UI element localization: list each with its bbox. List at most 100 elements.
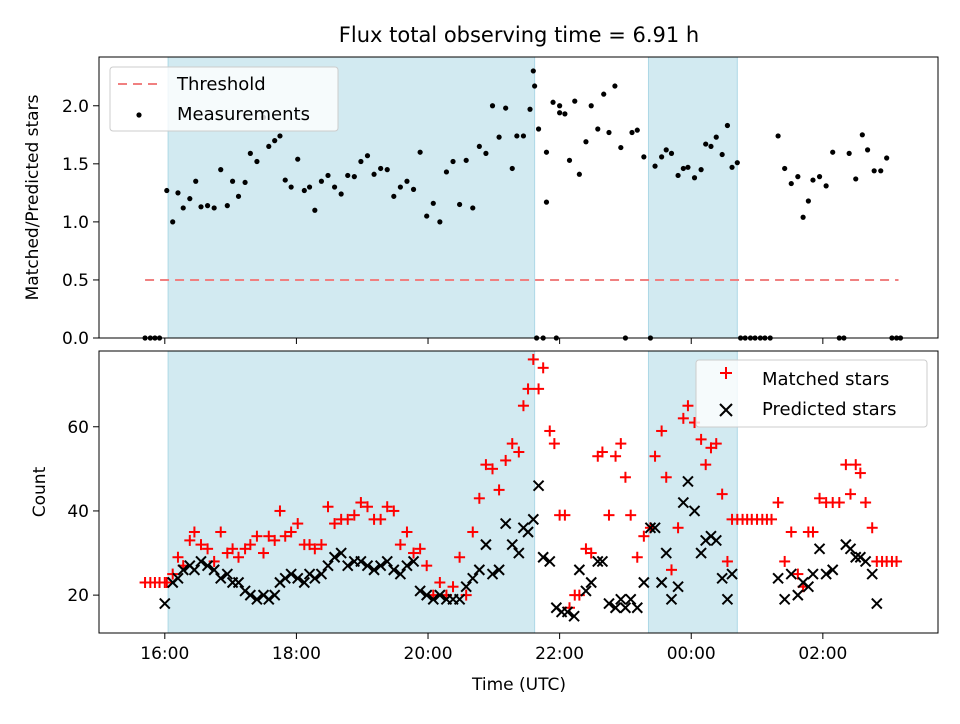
measurement-point: [496, 134, 502, 140]
measurement-point: [175, 190, 181, 196]
predicted-star-point: [568, 610, 580, 622]
matched-star-point: [854, 467, 866, 479]
predicted-legend-marker: [719, 403, 733, 417]
predicted-star-point: [368, 564, 380, 576]
predicted-star-point: [374, 559, 387, 572]
matched-star-point: [244, 539, 256, 551]
y-tick-label: 60: [67, 418, 89, 438]
measurement-point: [358, 158, 364, 165]
measurement-point: [410, 186, 417, 192]
measurement-point: [606, 129, 612, 136]
matched-star-point: [467, 526, 479, 538]
matched-star-point: [258, 547, 270, 559]
x-tick-label: 18:00: [272, 644, 321, 664]
predicted-star-point: [407, 555, 420, 568]
predicted-star-point: [677, 496, 690, 509]
measurement-point: [247, 150, 253, 156]
matched-star-point: [329, 518, 341, 530]
predicted-star-point: [527, 513, 540, 526]
matched-star-point: [184, 534, 196, 546]
measurement-point: [391, 193, 397, 199]
measurement-point: [641, 154, 647, 160]
predicted-star-point: [871, 597, 883, 610]
predicted-star-point: [414, 585, 426, 597]
measurement-point: [437, 219, 443, 225]
predicted-star-point: [866, 568, 878, 580]
measurement-point: [306, 184, 313, 190]
predicted-star-point: [251, 593, 263, 606]
measurement-point: [430, 200, 436, 206]
count-panel: 20 40 60 16:00 18:00 20:00 22:00 00:00 02:00 Co…: [30, 350, 939, 695]
measurement-point: [734, 160, 740, 166]
y-tick-label: 1.5: [62, 155, 89, 175]
measurement-point: [663, 147, 669, 153]
matched-star-point: [285, 526, 297, 538]
measurement-point: [810, 177, 816, 183]
matched-legend-label: Matched stars: [762, 369, 889, 390]
predicted-star-point: [493, 564, 505, 576]
matched-star-point: [527, 353, 539, 365]
predicted-star-point: [342, 559, 354, 572]
measurement-point: [708, 143, 714, 150]
matched-star-point: [401, 526, 413, 538]
predicted-star-point: [453, 593, 466, 606]
measurement-point: [164, 187, 170, 194]
predicted-star-point: [813, 543, 826, 555]
measurement-point: [483, 150, 489, 156]
predicted-star-point: [285, 568, 297, 580]
ratio-x-axis: [164, 338, 824, 344]
predicted-star-point: [328, 551, 341, 563]
measurement-point: [816, 173, 823, 180]
count-panel-frame: [98, 350, 939, 634]
matched-star-point: [348, 509, 360, 521]
measurement-point: [884, 155, 890, 161]
measurement-point: [698, 167, 704, 173]
measurement-point: [509, 165, 515, 172]
matched-star-point: [533, 383, 545, 395]
predicted-star-point: [355, 555, 367, 568]
matched-star-point: [487, 463, 499, 475]
matched-star-point: [263, 530, 275, 542]
predicted-star-point: [309, 572, 321, 584]
y-tick-label: 2.0: [62, 97, 89, 117]
measurement-point: [557, 103, 563, 109]
measurement-point: [364, 153, 371, 159]
predicted-star-point: [427, 593, 439, 606]
predicted-star-point: [802, 580, 815, 593]
predicted-star-point: [532, 479, 545, 492]
y-tick-label: 20: [67, 586, 89, 606]
matched-star-point: [665, 564, 677, 576]
measurement-point: [277, 133, 283, 139]
matched-star-point: [710, 438, 722, 450]
measurement-point: [198, 204, 204, 210]
matched-star-point: [480, 459, 492, 471]
matched-star-point: [814, 492, 826, 504]
measurement-point: [514, 133, 520, 139]
matched-star-point: [315, 539, 327, 551]
matched-star-point: [161, 576, 173, 588]
matched-star-point: [656, 425, 668, 437]
y-tick-label: 0.0: [62, 329, 89, 349]
predicted-star-point: [522, 526, 534, 538]
matched-star-point: [513, 446, 525, 458]
predicted-star-point: [665, 593, 678, 606]
measurement-point: [595, 126, 601, 132]
measurement-point: [618, 144, 624, 151]
measurement-point: [351, 173, 357, 180]
measurement-point: [703, 141, 709, 147]
measurement-point: [530, 68, 536, 74]
measurement-point: [543, 149, 550, 155]
predicted-star-point: [544, 555, 556, 568]
predicted-star-point: [201, 559, 214, 572]
measurement-point: [404, 178, 410, 184]
measurement-point: [675, 172, 681, 179]
matched-star-point: [772, 497, 784, 509]
predicted-star-point: [420, 589, 433, 601]
predicted-star-point: [232, 576, 245, 589]
matched-star-point: [506, 438, 518, 450]
predicted-star-point: [292, 572, 304, 584]
measurement-point: [576, 171, 582, 177]
ratio-legend: Threshold Measurements: [109, 66, 339, 132]
matched-star-point: [700, 459, 712, 471]
predicted-star-point: [177, 564, 189, 576]
